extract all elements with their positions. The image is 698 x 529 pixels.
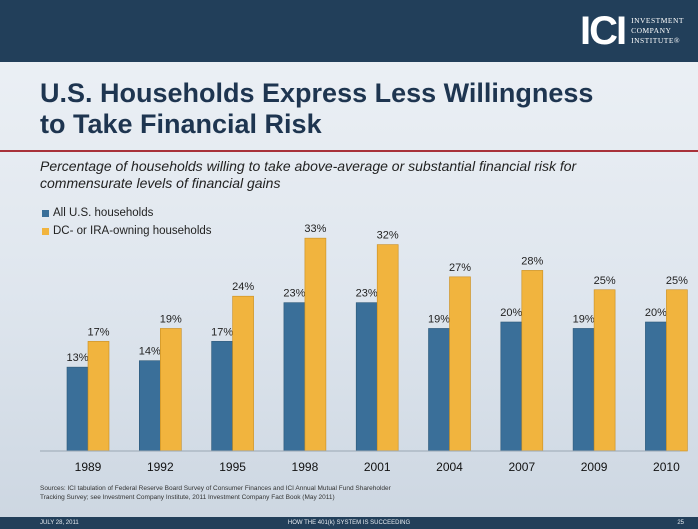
bar-all-households [211,341,233,452]
bar-dc-ira-households [232,295,254,452]
x-tick-label: 1989 [75,460,102,474]
bar-all-households [645,321,667,452]
header-bar: ICI INVESTMENT COMPANY INSTITUTE® [0,0,698,62]
x-tick-label: 1998 [292,460,319,474]
footer-date: JULY 28, 2011 [40,520,79,526]
data-label: 19% [573,313,595,325]
bar-dc-ira-households [304,237,327,452]
slide-title: U.S. Households Express Less Willingness… [40,78,680,140]
x-tick-label: 2010 [653,460,680,474]
bar-all-households [283,302,306,452]
x-tick-label: 2001 [364,460,391,474]
source-line: Tracking Survey; see Investment Company … [40,494,335,501]
chart-subtitle: Percentage of households willing to take… [40,158,680,192]
data-label: 27% [449,262,471,274]
bar-all-households [139,360,161,452]
logo-wordmark: INVESTMENT COMPANY INSTITUTE® [631,16,684,46]
footer-title: HOW THE 401(k) SYSTEM IS SUCCEEDING [287,520,411,526]
logo-mark: ICI [579,9,627,53]
data-label: 33% [304,223,326,235]
title-line: U.S. Households Express Less Willingness [40,78,594,108]
data-label: 24% [232,281,254,293]
legend-swatch-dc [42,227,49,235]
data-label: 14% [139,346,161,358]
data-label: 32% [377,230,399,242]
bar-dc-ira-households [449,276,471,452]
subtitle-line: commensurate levels of financial gains [40,175,281,191]
legend-item-dc: DC- or IRA-owning households [42,222,212,240]
x-tick-label: 1992 [147,460,174,474]
bar-dc-ira-households [160,328,182,452]
data-label: 17% [87,326,109,338]
logo-line: INVESTMENT [631,16,684,25]
title-line: to Take Financial Risk [40,109,322,139]
bar-dc-ira-households [593,289,616,452]
data-label: 23% [356,288,378,300]
data-label: 20% [645,307,667,319]
data-label: 28% [521,255,543,267]
bar-all-households [66,366,89,452]
title-divider [0,150,698,152]
legend-item-all: All U.S. households [42,204,212,222]
data-label: 23% [283,288,305,300]
x-tick-label: 2004 [436,460,463,474]
bar-dc-ira-households [521,270,544,452]
source-note: Sources: ICI tabulation of Federal Reser… [40,484,650,502]
bar-all-households [500,321,523,452]
subtitle-line: Percentage of households willing to take… [40,158,577,174]
data-label: 17% [211,326,233,338]
bar-all-households [355,302,378,452]
logo-line: INSTITUTE® [631,36,681,45]
data-label: 19% [160,313,182,325]
x-tick-label: 1995 [219,460,246,474]
x-tick-label: 2009 [581,460,608,474]
chart-legend: All U.S. households DC- or IRA-owning ho… [42,204,212,240]
data-label: 13% [66,352,88,364]
legend-label-all: All U.S. households [53,207,154,219]
data-label: 20% [500,307,522,319]
source-line: Sources: ICI tabulation of Federal Reser… [40,485,391,492]
data-label: 25% [666,275,688,287]
bar-dc-ira-households [666,289,688,452]
bar-dc-ira-households [87,341,110,452]
x-tick-label: 2007 [508,460,535,474]
legend-label-dc: DC- or IRA-owning households [53,225,212,237]
footer-bar: JULY 28, 2011 HOW THE 401(k) SYSTEM IS S… [0,517,698,529]
page-number: 25 [677,520,684,526]
bar-dc-ira-households [376,244,399,452]
ici-logo: ICI INVESTMENT COMPANY INSTITUTE® [580,9,684,53]
legend-swatch-all [42,209,49,217]
bar-all-households [428,328,450,452]
data-label: 19% [428,313,450,325]
data-label: 25% [594,275,616,287]
logo-line: COMPANY [631,26,672,35]
bar-all-households [572,328,595,452]
